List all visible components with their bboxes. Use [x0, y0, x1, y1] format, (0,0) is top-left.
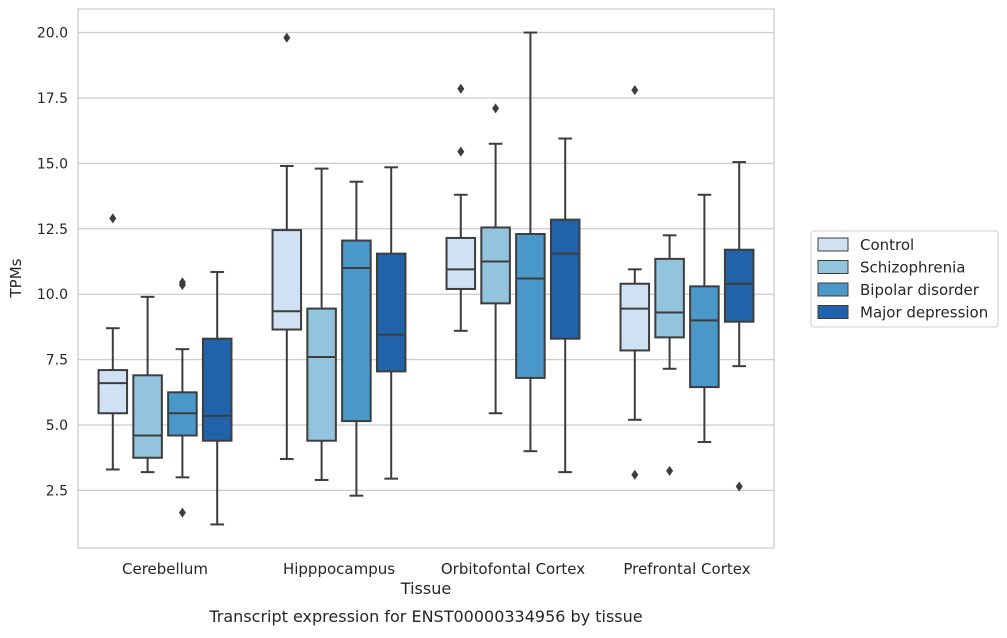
iqr-box [689, 285, 720, 389]
box-2-2 [515, 31, 546, 453]
box-2-0 [445, 83, 477, 332]
iqr-box [549, 218, 581, 340]
box-2-1 [480, 103, 511, 415]
legend-items: Control Schizophrenia Bipolar disorder Majo… [817, 236, 988, 322]
legend-swatch [817, 305, 849, 319]
outlier-point [178, 277, 186, 288]
iqr-box [341, 239, 372, 423]
legend-swatch [817, 282, 849, 297]
legend-label: Major depression [860, 304, 988, 322]
outlier-point [666, 465, 674, 476]
box-1-0 [271, 32, 303, 461]
legend-label: Schizophrenia [860, 259, 965, 277]
iqr-box [97, 369, 129, 415]
outlier-point [631, 469, 639, 480]
legend-swatch [817, 237, 849, 252]
legend-label: Bipolar disorder [860, 281, 980, 299]
boxes [97, 31, 755, 526]
box-3-3 [723, 161, 755, 492]
iqr-box [480, 226, 511, 305]
iqr-box [375, 252, 407, 373]
box-1-2 [341, 180, 372, 497]
iqr-box [515, 233, 546, 379]
x-tick-label: Prefrontal Cortex [623, 560, 750, 578]
y-axis-ticks: 2.5 5.0 7.5 10.0 12.5 15.0 17.5 20.0 [37, 26, 68, 500]
outlier-point [457, 146, 465, 157]
iqr-box [132, 374, 163, 459]
outlier-point [283, 32, 291, 43]
box-0-0 [97, 213, 129, 471]
plot-area-frame [77, 8, 775, 549]
y-tick-label: 7.5 [46, 353, 68, 369]
box-2-3 [549, 137, 581, 474]
iqr-box [271, 229, 303, 331]
box-1-3 [375, 166, 407, 480]
outlier-point [178, 507, 186, 518]
legend-label: Control [860, 236, 914, 254]
y-tick-label: 20.0 [37, 26, 68, 42]
y-tick-label: 2.5 [46, 483, 68, 499]
x-tick-label: Cerebellum [122, 560, 208, 578]
y-tick-label: 10.0 [37, 287, 68, 303]
outlier-point [735, 481, 743, 492]
box-3-1 [654, 234, 685, 476]
x-tick-label: Orbitofontal Cortex [441, 560, 585, 578]
iqr-box [201, 337, 233, 442]
y-axis-label: TPMs [7, 258, 25, 298]
y-tick-label: 5.0 [46, 418, 68, 434]
outlier-point [109, 213, 117, 224]
box-0-2 [167, 277, 198, 518]
iqr-box [619, 282, 651, 352]
y-tick-label: 17.5 [37, 91, 68, 107]
box-3-0 [619, 85, 651, 480]
box-1-1 [306, 167, 337, 481]
box-3-2 [689, 193, 720, 444]
box-0-3 [201, 270, 233, 526]
box-0-1 [132, 295, 163, 474]
y-tick-label: 12.5 [37, 222, 68, 238]
outlier-point [492, 103, 500, 114]
iqr-box [306, 307, 337, 442]
chart-caption: Transcript expression for ENST0000033495… [208, 607, 642, 626]
outlier-point [457, 83, 465, 94]
legend: Control Schizophrenia Bipolar disorder Majo… [810, 230, 999, 328]
x-axis-ticks: Cerebellum Hipppocampus Orbitofontal Corte… [122, 560, 751, 578]
iqr-box [445, 236, 477, 290]
legend-frame [810, 230, 999, 328]
y-tick-label: 15.0 [37, 156, 68, 172]
iqr-box [723, 248, 755, 323]
legend-swatch [817, 260, 849, 274]
outlier-point [631, 85, 639, 96]
x-axis-label: Tissue [400, 579, 451, 598]
x-tick-label: Hipppocampus [283, 560, 395, 578]
iqr-box [654, 257, 685, 339]
